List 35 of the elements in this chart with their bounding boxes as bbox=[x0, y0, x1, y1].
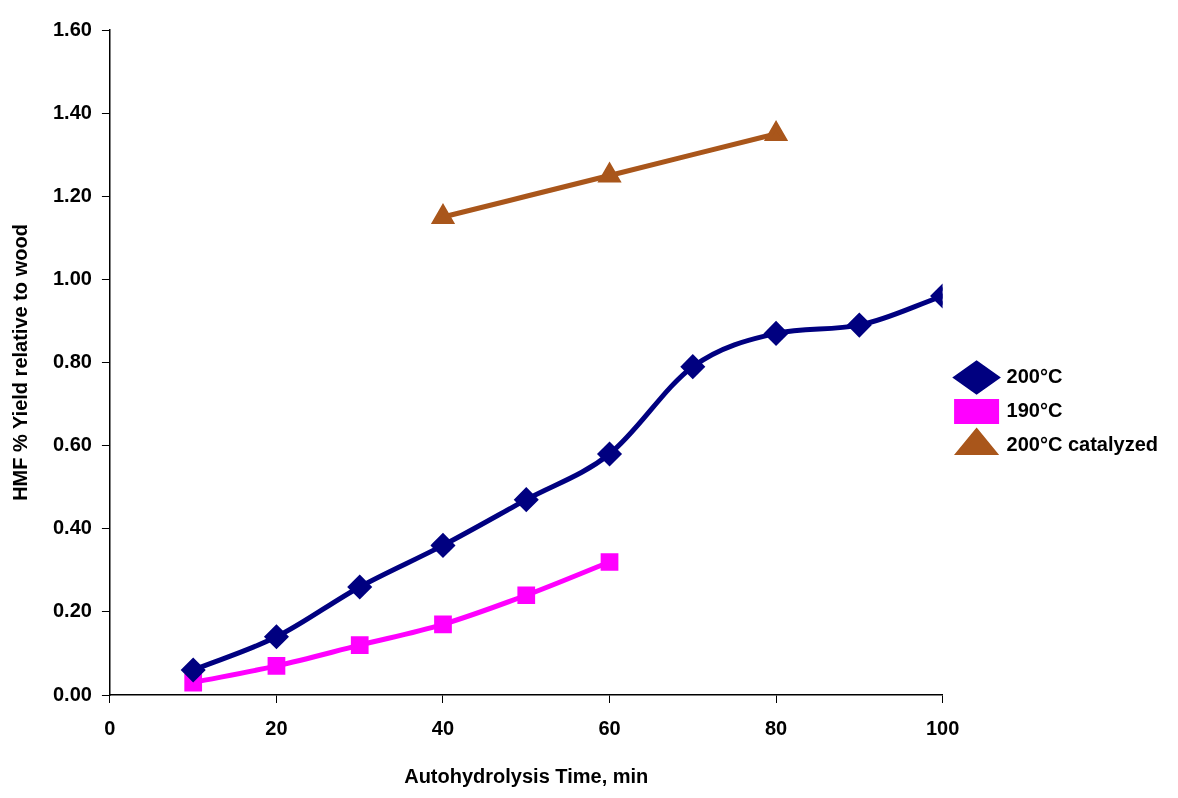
x-tick-label: 100 bbox=[925, 716, 960, 739]
legend-label: 200°C bbox=[1006, 365, 1063, 388]
point bbox=[517, 586, 536, 605]
point bbox=[431, 533, 455, 557]
point bbox=[264, 625, 288, 649]
point bbox=[765, 122, 787, 141]
point bbox=[181, 658, 205, 682]
point bbox=[764, 321, 788, 345]
point bbox=[681, 355, 705, 379]
y-tick-label: 0.80 bbox=[52, 350, 92, 373]
x-tick-label: 60 bbox=[598, 716, 621, 739]
y-tick-label: 0.60 bbox=[52, 433, 92, 456]
point bbox=[600, 553, 619, 571]
point bbox=[514, 488, 538, 512]
y-tick-label: 0.40 bbox=[52, 516, 92, 539]
y-tick-label: 1.20 bbox=[52, 183, 92, 206]
point bbox=[348, 575, 372, 599]
legend-label: 200°C catalyzed bbox=[1006, 433, 1159, 456]
point bbox=[847, 313, 871, 337]
point bbox=[598, 442, 622, 466]
point bbox=[350, 636, 369, 654]
x-tick-label: 20 bbox=[265, 716, 288, 739]
x-axis-title: Autohydrolysis Time, min bbox=[404, 764, 649, 787]
y-axis-title: HMF % Yield relative to wood bbox=[8, 224, 31, 501]
x-tick-label: 80 bbox=[764, 716, 788, 739]
x-tick-label: 40 bbox=[431, 716, 455, 739]
point bbox=[434, 615, 452, 634]
legend-label: 190°C bbox=[1006, 399, 1063, 422]
point bbox=[267, 657, 286, 675]
y-tick-label: 0.00 bbox=[52, 682, 92, 705]
y-tick-label: 0.20 bbox=[52, 599, 92, 622]
y-tick-label: 1.60 bbox=[52, 17, 92, 40]
y-tick-label: 1.40 bbox=[52, 100, 92, 123]
x-tick-label: 0 bbox=[104, 716, 116, 739]
y-tick-label: 1.00 bbox=[52, 266, 92, 289]
